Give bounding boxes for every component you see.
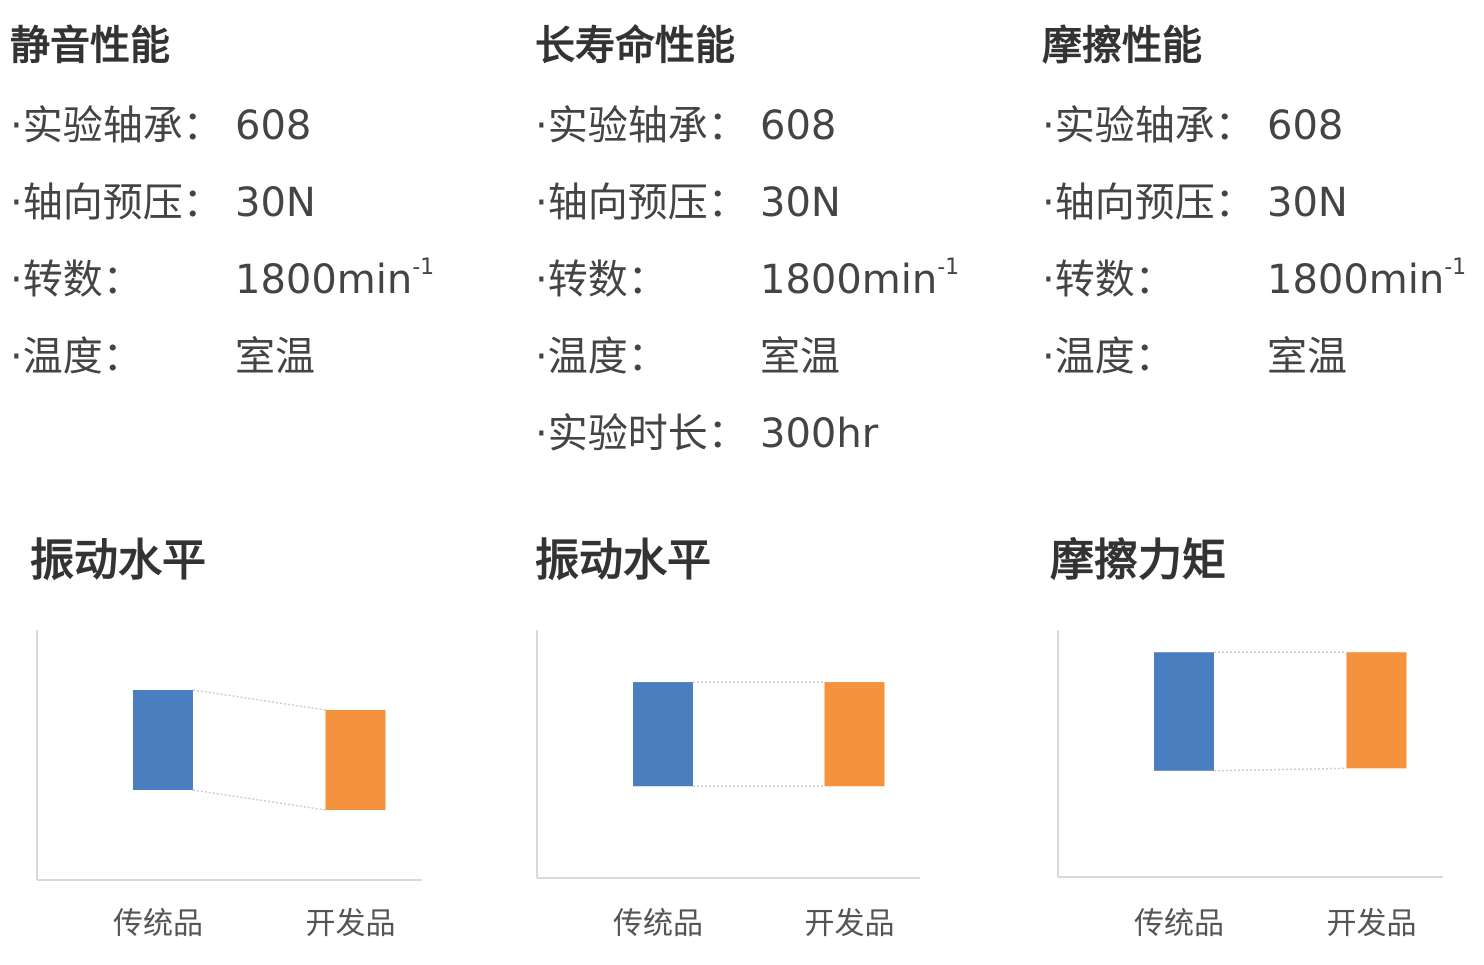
spec-value-text: 室温	[1267, 334, 1347, 380]
x-tick-label: 传统品	[613, 907, 703, 942]
x-tick-label: 开发品	[805, 907, 895, 942]
spec-label: ·温度：	[535, 334, 668, 380]
spec-value-text: 1800min	[235, 257, 412, 303]
spec-value: 608	[760, 103, 836, 149]
chart-title: 振动水平	[30, 535, 206, 586]
x-tick-label: 传统品	[113, 907, 203, 942]
spec-value-text: 30N	[760, 180, 841, 226]
chart-title: 摩擦力矩	[1050, 535, 1226, 586]
section-title: 摩擦性能	[1042, 23, 1202, 69]
spec-value: 608	[1267, 103, 1343, 149]
spec-label: ·转数：	[535, 257, 668, 303]
spec-value-text: 室温	[760, 334, 840, 380]
spec-value-text: 1800min	[760, 257, 937, 303]
spec-label: ·转数：	[1042, 257, 1175, 303]
spec-label: ·轴向预压：	[10, 180, 223, 226]
spec-sup: -1	[412, 255, 434, 280]
spec-value-text: 30N	[235, 180, 316, 226]
spec-sup: -1	[1444, 255, 1466, 280]
spec-value: 30N	[1267, 180, 1348, 226]
spec-value: 室温	[1267, 334, 1347, 380]
spec-value: 30N	[760, 180, 841, 226]
spec-label: ·转数：	[10, 257, 143, 303]
spec-value: 1800min-1	[235, 255, 434, 303]
section-title: 长寿命性能	[535, 23, 735, 69]
spec-label: ·轴向预压：	[1042, 180, 1255, 226]
spec-value: 30N	[235, 180, 316, 226]
spec-sup: -1	[937, 255, 959, 280]
x-tick-label: 开发品	[1327, 907, 1417, 942]
spec-value: 室温	[760, 334, 840, 380]
spec-value: 300hr	[760, 411, 879, 457]
spec-label: ·实验轴承：	[10, 103, 223, 149]
spec-label: ·实验轴承：	[1042, 103, 1255, 149]
spec-value-text: 300hr	[760, 411, 879, 457]
spec-value-text: 608	[235, 103, 311, 149]
bar	[1154, 652, 1214, 771]
spec-label: ·轴向预压：	[535, 180, 748, 226]
spec-value: 1800min-1	[760, 255, 959, 303]
bar	[325, 710, 386, 810]
x-tick-label: 传统品	[1134, 907, 1224, 942]
bar	[633, 682, 693, 787]
connector	[192, 689, 326, 711]
section-title: 静音性能	[10, 23, 170, 69]
spec-label: ·温度：	[10, 334, 143, 380]
spec-value: 1800min-1	[1267, 255, 1466, 303]
spec-label: ·温度：	[1042, 334, 1175, 380]
chart-title: 振动水平	[535, 535, 711, 586]
x-tick-label: 开发品	[306, 907, 396, 942]
spec-value-text: 1800min	[1267, 257, 1444, 303]
connector	[1213, 767, 1347, 772]
bar	[133, 690, 193, 790]
spec-value: 608	[235, 103, 311, 149]
spec-value-text: 室温	[235, 334, 315, 380]
bar	[1346, 652, 1407, 769]
connector	[192, 789, 326, 811]
spec-value-text: 30N	[1267, 180, 1348, 226]
spec-value-text: 608	[760, 103, 836, 149]
spec-value-text: 608	[1267, 103, 1343, 149]
bar	[824, 682, 885, 787]
spec-label: ·实验轴承：	[535, 103, 748, 149]
spec-label: ·实验时长：	[535, 411, 748, 457]
spec-value: 室温	[235, 334, 315, 380]
